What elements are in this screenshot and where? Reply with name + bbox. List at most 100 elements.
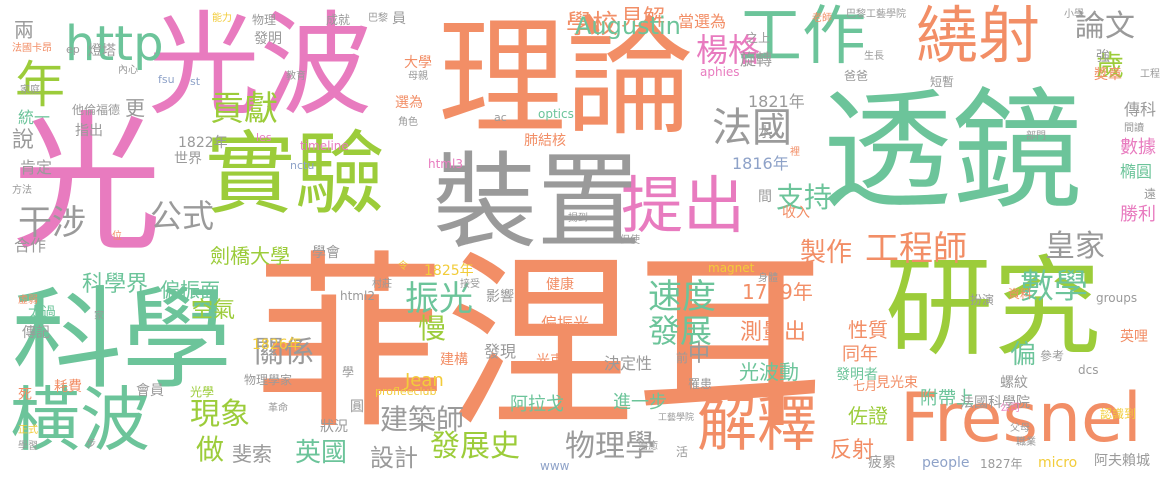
word-html2: html2 — [340, 289, 375, 303]
word-da-xue: 大學 — [404, 55, 432, 71]
word-huang-jia: 皇家 — [1045, 229, 1105, 264]
word-tong-yi: 統一 — [18, 108, 51, 127]
word-zi-liao: 資料 — [1008, 287, 1033, 301]
word-luo-huan: 罹患 — [688, 377, 713, 391]
word-wu-li: 物理 — [252, 13, 277, 27]
word-fu-dai-shang: 附帶上 — [920, 388, 974, 409]
word-jiao-yu: 教育 — [286, 71, 306, 82]
word-yuan-1: 員 — [392, 11, 406, 27]
word-ac: ac — [494, 111, 507, 124]
word-sui: 歲 — [1096, 49, 1125, 82]
word-zhi-zuo: 製作 — [800, 238, 853, 268]
word-les: les — [256, 131, 272, 144]
word-fa-zhan: 發展 — [648, 312, 713, 350]
word-lun-wen: 論文 — [1075, 9, 1135, 44]
word-zhuang-zhi: 裝置 — [433, 141, 642, 263]
word-html3: html3 — [428, 157, 463, 171]
word-bu: 步 — [86, 439, 96, 450]
word-chuan-ke: 傳科 — [1124, 100, 1157, 119]
word-yr-1822: 1822年 — [178, 135, 228, 151]
word-fa-ming: 發明 — [254, 31, 282, 47]
word-gong-yi-xue-yuan: 工藝學院 — [658, 413, 695, 423]
word-huo: 活 — [676, 445, 689, 459]
word-fresnel: Fresnel — [900, 379, 1142, 458]
word-wu-li-xue-jia: 物理學家 — [244, 373, 293, 387]
word-jian: 間 — [758, 189, 772, 205]
word-xu-ruo: 虛弱 — [18, 295, 38, 306]
word-ba-li: 巴黎 — [368, 13, 388, 24]
word-xian-xiang: 現象 — [190, 397, 250, 432]
word-jian-guang-shu: 見光束 — [876, 375, 918, 391]
word-zhi-chi: 支持 — [776, 181, 833, 214]
word-zhi-yu: 治癒 — [638, 441, 658, 452]
word-wu-li-xue: 物理學 — [565, 429, 655, 464]
word-pi-lei: 疲累 — [868, 455, 896, 471]
word-yuan-2: 遠 — [1144, 187, 1157, 201]
word-gong-cheng: 工程 — [1140, 69, 1160, 80]
word-shen-ti: 身體 — [758, 273, 778, 284]
word-zhen-guang: 振光 — [405, 279, 473, 319]
word-tuo-yuan: 橢圓 — [1120, 162, 1153, 181]
word-gong-xian: 貢獻 — [210, 89, 278, 129]
word-ta-lun-fu-de: 他倫福德 — [72, 103, 121, 117]
word-fang-fa: 方法 — [12, 185, 32, 196]
word-chuan-ji: 傳記 — [22, 325, 50, 341]
word-jian-gou: 建構 — [440, 352, 468, 368]
word-jian-du: 間讀 — [1124, 123, 1144, 134]
word-neng-li: 能力 — [212, 13, 232, 24]
word-ken-ding: 肯定 — [20, 158, 53, 177]
word-li-lun: 理論 — [438, 4, 695, 153]
word-guang-xue: 光學 — [190, 385, 215, 399]
word-mu-qin: 母親 — [408, 71, 428, 82]
word-fa-guo-ka-ang: 法國卡昂 — [12, 43, 52, 54]
word-timeline: timeline — [300, 139, 349, 153]
word-zhi-chu: 指出 — [75, 123, 103, 139]
word-shuo: 說 — [12, 128, 35, 153]
word-fa-ming-zhe: 發明者 — [836, 367, 878, 383]
word-luo-wen: 螺紋 — [1000, 375, 1028, 391]
word-jian-jie: 見解 — [621, 6, 666, 31]
word-jian-qiao-da-xue: 劍橋大學 — [210, 244, 290, 268]
word-jue-se: 角色 — [398, 117, 418, 128]
word-ban-yan: 扮演 — [970, 293, 995, 307]
word-tou-jing: 透鏡 — [822, 75, 1083, 227]
word-xing-zhi: 性質 — [848, 318, 888, 342]
word-xuan-zhuan: 旋轉 — [740, 50, 773, 69]
word-fu-mu: 父母 — [1010, 423, 1030, 434]
word-duan-zan: 短暫 — [930, 75, 955, 89]
word-shu-xue: 數學 — [1020, 267, 1088, 307]
word-liang: 兩 — [14, 18, 34, 42]
word-xue-xi: 學習 — [18, 441, 38, 452]
word-tai-guo: 太過 — [28, 305, 56, 321]
word-zuo: 做 — [196, 433, 225, 466]
word-groups: groups — [1096, 291, 1138, 305]
word-zuo-zheng: 佐證 — [848, 404, 888, 428]
word-ba-li-gong-yi-xue-yuan: 巴黎工藝學院 — [846, 9, 906, 20]
word-shui: 水 — [758, 125, 772, 141]
word-qiang: 強 — [1096, 49, 1110, 65]
word-gong-zuo: 工作 — [738, 0, 866, 74]
word-jean: Jean — [405, 370, 444, 391]
word-fei-suo: 斐索 — [232, 442, 272, 466]
word-www: www — [540, 459, 570, 473]
word-cu-shi: 促使 — [620, 235, 640, 246]
word-ke-xue-jie: 科學界 — [82, 272, 149, 297]
word-jin-yi-bu: 進一步 — [613, 392, 667, 413]
word-augustin: Augustin — [575, 12, 681, 40]
word-aphies: aphies — [700, 65, 740, 79]
word-gan-she: 干涉 — [18, 203, 86, 243]
word-gong-shi: 公式 — [150, 197, 215, 235]
word-ep: ep — [66, 43, 80, 56]
word-fa-zhan-shi: 發展史 — [430, 429, 520, 464]
word-nctu: nctu — [290, 159, 315, 172]
word-he-zuo: 合作 — [14, 236, 47, 255]
word-dcs: dcs — [1078, 363, 1099, 377]
word-man: 慢 — [418, 312, 447, 345]
word-fei-jie-he: 肺結核 — [524, 133, 566, 149]
word-fei-nie-er: 菲涅耳 — [255, 234, 826, 455]
word-she-ji: 設計 — [370, 444, 418, 472]
word-people: people — [922, 455, 970, 471]
word-hao-fei: 耗費 — [54, 379, 82, 395]
word-yr-1816: 1816年 — [732, 154, 789, 173]
word-xuan-wei: 選為 — [395, 95, 423, 111]
